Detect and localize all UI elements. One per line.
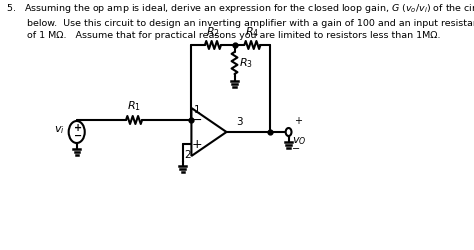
Text: −: − (191, 114, 202, 126)
Text: +: + (191, 138, 202, 150)
Text: 2: 2 (184, 150, 191, 160)
Text: +: + (74, 123, 82, 133)
Text: 5.   Assuming the op amp is ideal, derive an expression for the closed loop gain: 5. Assuming the op amp is ideal, derive … (6, 2, 474, 40)
Text: −: − (74, 131, 82, 141)
Text: $v_O$: $v_O$ (292, 135, 307, 147)
Text: $R_3$: $R_3$ (239, 56, 253, 70)
Text: 3: 3 (236, 117, 243, 127)
Text: −: − (292, 144, 301, 154)
Text: $R_2$: $R_2$ (206, 25, 220, 39)
Text: +: + (294, 116, 301, 126)
Text: 1: 1 (193, 105, 200, 115)
Text: $v_i$: $v_i$ (55, 124, 65, 136)
Text: $R_4$: $R_4$ (245, 25, 260, 39)
Text: $R_1$: $R_1$ (127, 99, 141, 113)
